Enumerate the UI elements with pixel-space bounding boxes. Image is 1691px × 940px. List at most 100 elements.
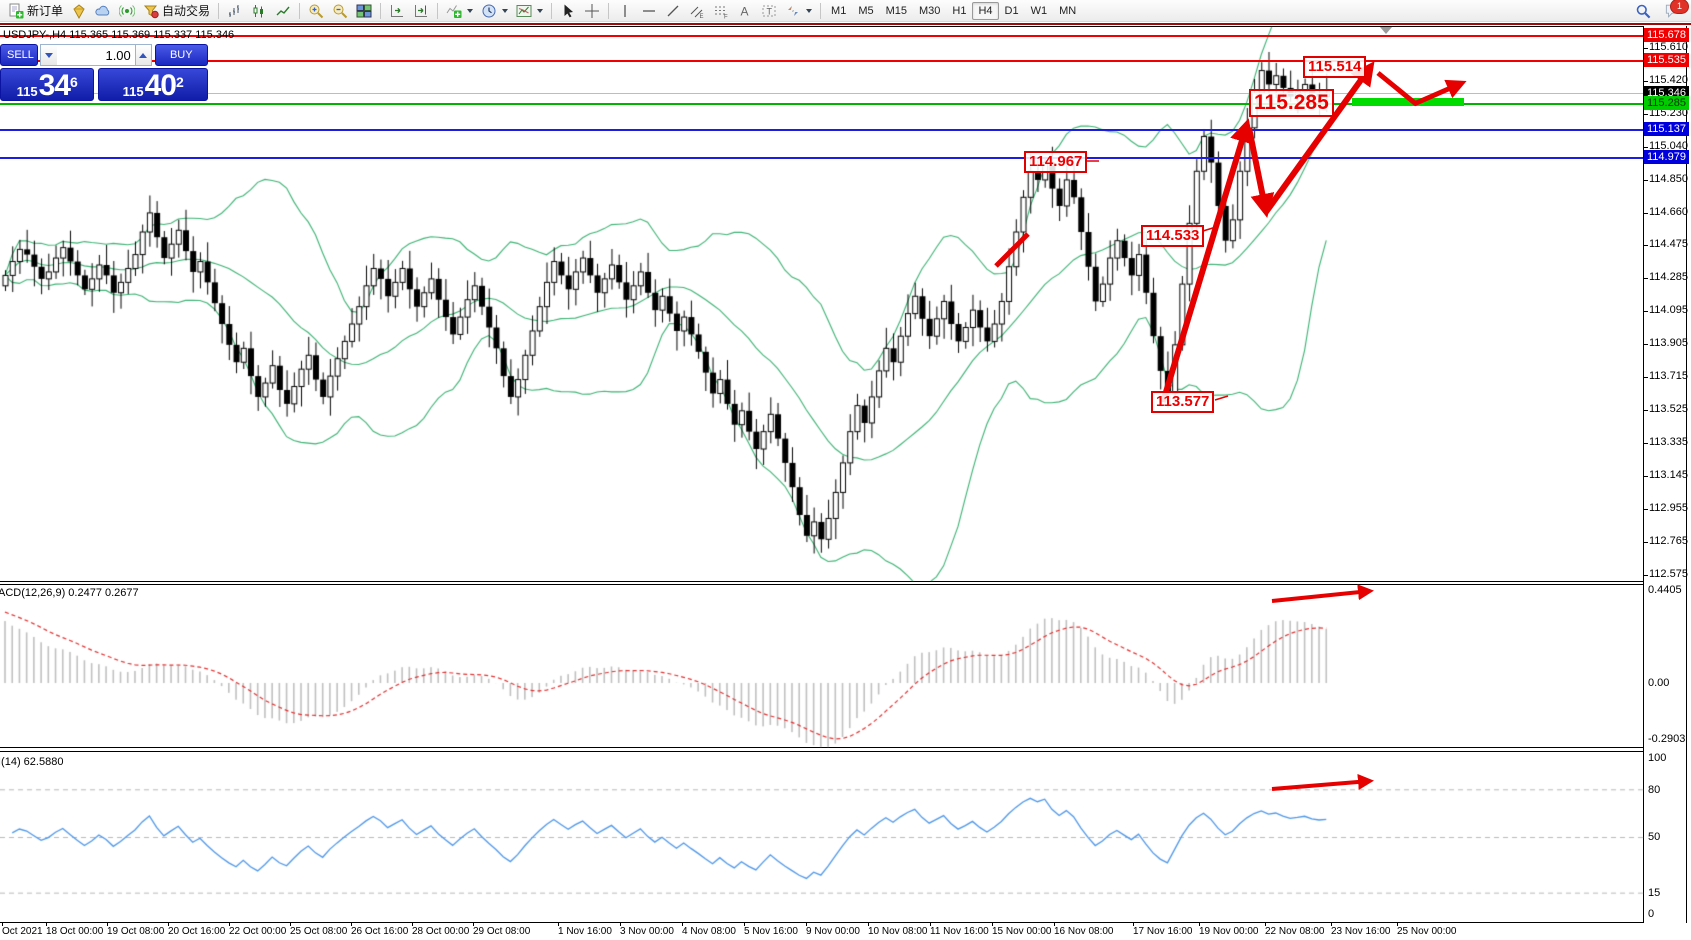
price-axis-badge: 115.535 — [1644, 53, 1689, 68]
price-axis-tick: 113.715 — [1644, 369, 1688, 382]
price-axis-tick: 115.420 — [1644, 73, 1688, 86]
time-axis-label: 23 Nov 16:00 — [1331, 926, 1391, 937]
price-annotation[interactable]: 113.577 — [1151, 391, 1215, 413]
price-axis-tick: 114.475 — [1644, 238, 1688, 251]
buy-price-pips: 40 — [144, 69, 177, 102]
time-axis-tick — [107, 923, 108, 926]
buy-button[interactable]: BUY — [154, 44, 208, 66]
rsi-axis-15: 15 — [1648, 887, 1661, 899]
price-level-line[interactable] — [0, 35, 1643, 38]
time-axis-tick — [1331, 923, 1332, 926]
time-axis-tick — [806, 923, 807, 926]
price-annotation[interactable]: 114.533 — [1141, 225, 1205, 247]
caret-down-icon — [44, 52, 53, 58]
time-axis-label: 1 Nov 16:00 — [558, 926, 612, 937]
one-click-trading-panel: SELL BUY 115 34 6 115 40 2 — [0, 44, 208, 101]
time-axis-tick — [1265, 923, 1266, 926]
price-axis-badge: 115.678 — [1644, 28, 1689, 43]
price-level-line[interactable] — [0, 156, 1643, 159]
price-level-line[interactable] — [0, 60, 1643, 63]
price-axis-tick: 115.040 — [1644, 139, 1688, 152]
time-axis-label: 28 Oct 00:00 — [412, 926, 470, 937]
rsi-axis-80: 80 — [1648, 784, 1661, 796]
price-axis-badge: 115.346 — [1644, 85, 1689, 100]
price-axis-tick: 113.145 — [1644, 468, 1688, 481]
time-axis-tick — [868, 923, 869, 926]
rsi-axis-50: 50 — [1648, 831, 1661, 843]
chart-shift-marker[interactable] — [1380, 27, 1392, 34]
time-axis-label: 22 Nov 08:00 — [1265, 926, 1325, 937]
time-axis-label: 22 Oct 00:00 — [229, 926, 287, 937]
price-axis-badge: 115.137 — [1644, 122, 1689, 137]
price-axis-tick: 112.955 — [1644, 501, 1688, 514]
rsi-indicator-label: I(14) 62.5880 — [0, 756, 64, 768]
time-axis-label: Oct 2021 — [2, 926, 43, 937]
price-axis-tick: 112.575 — [1644, 567, 1688, 580]
macd-axis-max: 0.4405 — [1648, 584, 1682, 596]
price-axis-tick: 112.765 — [1644, 534, 1688, 547]
buy-price[interactable]: 115 40 2 — [98, 68, 208, 101]
time-axis-tick — [351, 923, 352, 926]
time-axis-tick — [930, 923, 931, 926]
time-axis-tick — [744, 923, 745, 926]
price-level-line[interactable] — [0, 93, 1643, 95]
time-axis-tick — [168, 923, 169, 926]
macd-indicator-label: ACD(12,26,9) 0.2477 0.2677 — [0, 587, 139, 599]
price-axis-tick: 114.095 — [1644, 304, 1688, 316]
time-axis-tick — [620, 923, 621, 926]
price-annotation[interactable]: 115.285 — [1249, 89, 1334, 117]
time-axis-label: 29 Oct 08:00 — [473, 926, 531, 937]
time-axis-tick — [412, 923, 413, 926]
time-axis-tick — [1397, 923, 1398, 926]
time-axis-tick — [2, 923, 3, 926]
time-axis-tick — [1054, 923, 1055, 926]
rsi-axis-0: 0 — [1648, 908, 1655, 920]
price-axis-tick: 115.610 — [1644, 41, 1688, 53]
price-level-line[interactable] — [0, 103, 1643, 106]
price-axis-tick: 113.905 — [1644, 336, 1688, 349]
volume-increase-button[interactable] — [134, 44, 152, 66]
sell-button[interactable]: SELL — [0, 44, 38, 66]
time-axis-label: 17 Nov 16:00 — [1133, 926, 1193, 937]
time-axis-tick — [1199, 923, 1200, 926]
price-level-line[interactable] — [0, 129, 1643, 132]
time-axis-tick — [558, 923, 559, 926]
price-axis-tick: 114.660 — [1644, 205, 1688, 218]
price-annotation[interactable]: 115.514 — [1303, 56, 1367, 78]
sell-price-pips: 34 — [38, 69, 71, 102]
green-highlight-bar[interactable] — [1352, 98, 1464, 106]
price-axis-tick: 114.850 — [1644, 172, 1688, 185]
volume-input[interactable] — [56, 44, 135, 66]
time-axis-label: 25 Oct 08:00 — [290, 926, 348, 937]
time-axis-label: 10 Nov 08:00 — [868, 926, 928, 937]
price-axis-tick: 113.335 — [1644, 435, 1688, 448]
time-axis-label: 9 Nov 00:00 — [806, 926, 860, 937]
time-axis-label: 19 Nov 00:00 — [1199, 926, 1259, 937]
buy-price-big-figure: 115 — [122, 84, 144, 99]
time-axis-label: 15 Nov 00:00 — [992, 926, 1052, 937]
time-axis-label: 4 Nov 08:00 — [682, 926, 736, 937]
volume-decrease-button[interactable] — [40, 44, 57, 66]
time-axis-label: 11 Nov 16:00 — [930, 926, 989, 937]
time-axis-tick — [46, 923, 47, 926]
time-axis-tick — [992, 923, 993, 926]
sell-price-big-figure: 115 — [16, 84, 38, 99]
time-axis-tick — [290, 923, 291, 926]
time-axis[interactable]: Oct 2021 18 Oct 00:00 19 Oct 08:00 20 Oct 1… — [0, 923, 1691, 940]
time-axis-label: 5 Nov 16:00 — [744, 926, 798, 937]
time-axis-tick — [229, 923, 230, 926]
price-axis-tick: 114.285 — [1644, 271, 1688, 284]
time-axis-tick — [1133, 923, 1134, 926]
rsi-axis-100: 100 — [1648, 752, 1667, 764]
price-axis[interactable]: 115.678 115.535 115.346 115.285 115.137 114.9… — [1644, 26, 1689, 923]
time-axis-label: 25 Nov 00:00 — [1397, 926, 1457, 937]
sell-price[interactable]: 115 34 6 — [0, 68, 95, 102]
price-axis-tick: 113.525 — [1644, 402, 1688, 415]
price-axis-badge: 114.979 — [1644, 149, 1689, 164]
time-axis-label: 3 Nov 00:00 — [620, 926, 674, 937]
price-annotation[interactable]: 114.967 — [1024, 151, 1088, 173]
time-axis-tick — [682, 923, 683, 926]
chart-title: USDJPY-,H4 115.365 115.369 115.337 115.3… — [3, 29, 235, 41]
